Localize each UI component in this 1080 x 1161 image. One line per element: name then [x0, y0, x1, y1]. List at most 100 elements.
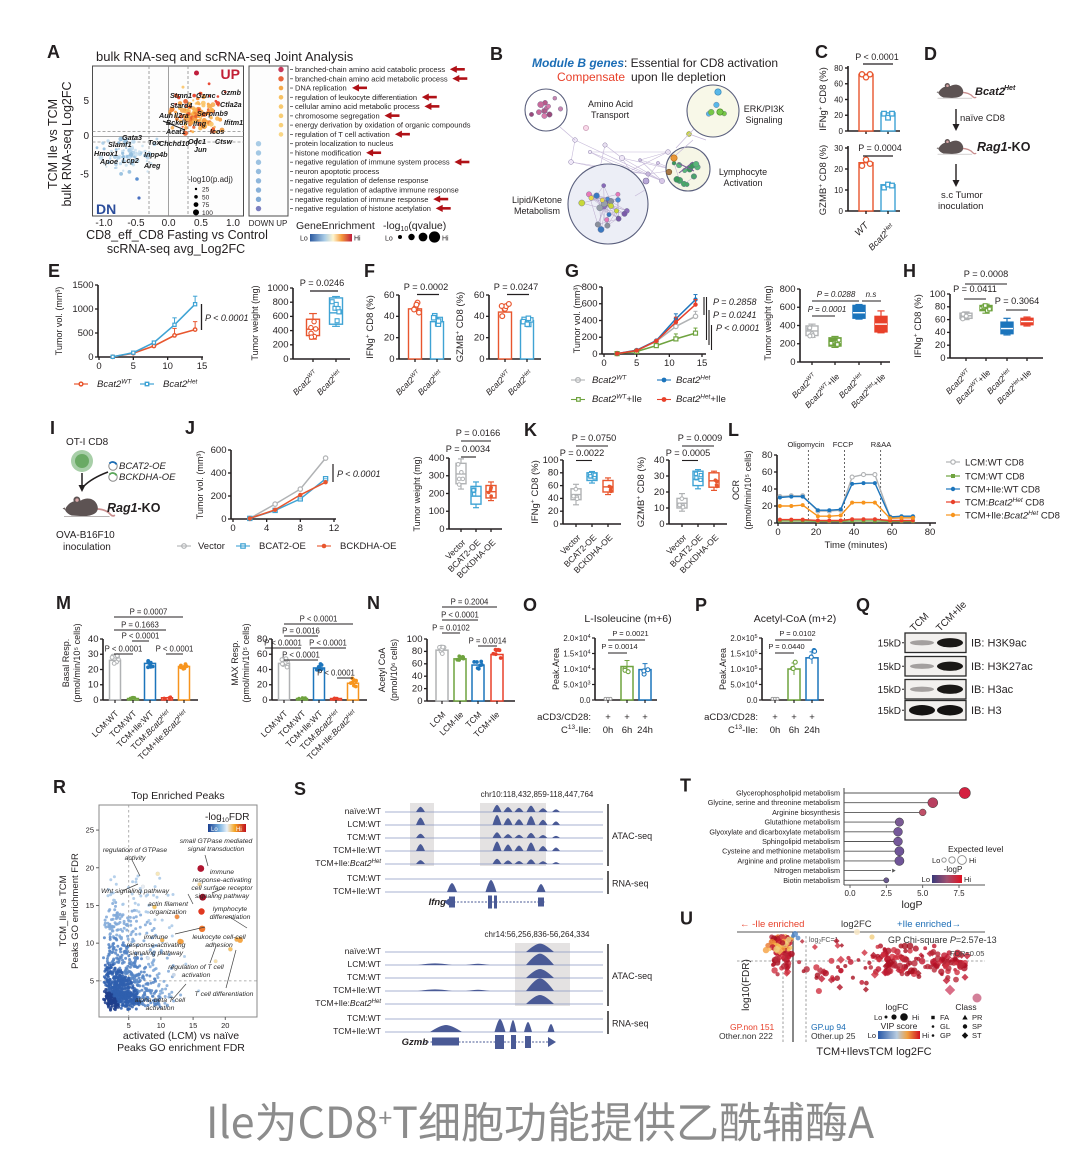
svg-text:activation: activation [182, 972, 211, 979]
svg-text:neuron apoptotic process: neuron apoptotic process [295, 167, 379, 176]
svg-text:P = 0.0008: P = 0.0008 [964, 269, 1009, 279]
svg-text:Biotin metabolism: Biotin metabolism [783, 876, 840, 885]
svg-text:10: 10 [157, 1021, 165, 1030]
svg-text:0: 0 [839, 207, 844, 216]
svg-text:TCM+Ile:WT: TCM+Ile:WT [333, 985, 381, 995]
svg-text:P < 0.0001: P < 0.0001 [122, 632, 160, 641]
svg-text:response-activating: response-activating [193, 877, 252, 884]
svg-text:regulation of T cell activatio: regulation of T cell activation [295, 130, 390, 139]
svg-text:Jun: Jun [194, 145, 207, 154]
svg-text:15: 15 [197, 361, 208, 372]
svg-text:logFC: logFC [886, 1002, 909, 1012]
svg-text:IB: H3K9ac: IB: H3K9ac [971, 637, 1027, 649]
svg-text:Lo: Lo [211, 827, 218, 833]
svg-text:P = 0.0014: P = 0.0014 [469, 637, 507, 646]
svg-text:log10(FDR): log10(FDR) [741, 959, 752, 1011]
svg-text:P = 0.0005: P = 0.0005 [666, 448, 711, 458]
svg-text:7.5: 7.5 [953, 889, 965, 898]
svg-text:60: 60 [474, 290, 485, 301]
svg-text:Tumor vol. (mm³): Tumor vol. (mm³) [572, 285, 582, 354]
svg-text:30: 30 [654, 471, 665, 482]
svg-text:negative regulation of immune: negative regulation of immune system pro… [295, 158, 450, 167]
svg-text:Expected level: Expected level [948, 844, 1003, 854]
svg-text:20: 20 [474, 332, 485, 343]
svg-text:K: K [524, 420, 537, 440]
svg-text:Lo: Lo [300, 236, 308, 243]
svg-text:(pmol/min/10⁵ cells): (pmol/min/10⁵ cells) [743, 450, 753, 529]
svg-text:branched-chain amino acid meta: branched-chain amino acid metabolic proc… [295, 74, 448, 83]
svg-text:1000: 1000 [72, 304, 93, 315]
svg-text:600: 600 [780, 302, 796, 313]
svg-text:Activation: Activation [723, 178, 762, 188]
svg-text:A: A [47, 42, 60, 62]
svg-text:P < 0.0001: P < 0.0001 [105, 645, 143, 654]
svg-text:negative regulation of defense: negative regulation of defense response [295, 176, 428, 185]
svg-text:Arginine and proline metabolis: Arginine and proline metabolism [737, 856, 840, 865]
svg-text:0: 0 [283, 354, 288, 365]
svg-text:30: 30 [88, 649, 99, 660]
svg-text:B: B [490, 44, 503, 64]
svg-text:Oligomycin: Oligomycin [787, 440, 824, 449]
svg-text:N: N [367, 593, 380, 613]
svg-text:0: 0 [790, 357, 795, 368]
svg-text:P = 0.1663: P = 0.1663 [121, 621, 159, 630]
svg-text:IB: H3ac: IB: H3ac [971, 684, 1014, 696]
svg-text:IB: H3: IB: H3 [971, 705, 1002, 717]
svg-text:E: E [48, 261, 60, 281]
svg-text:immune: immune [144, 934, 168, 941]
svg-text:ERK/PI3K: ERK/PI3K [744, 104, 785, 114]
svg-text:60: 60 [548, 480, 559, 491]
svg-text:Hi: Hi [969, 856, 976, 865]
svg-text:GZMB+ CD8 (%): GZMB+ CD8 (%) [454, 292, 466, 362]
svg-text:Transport: Transport [591, 110, 630, 120]
svg-text:0: 0 [96, 361, 101, 372]
svg-text:20: 20 [762, 501, 773, 512]
svg-text:Apoe: Apoe [99, 157, 118, 166]
svg-text:C13-Ile:: C13-Ile: [561, 724, 591, 736]
svg-text:DOWN UP: DOWN UP [249, 219, 288, 228]
svg-text:P = 0.3064: P = 0.3064 [995, 296, 1040, 306]
svg-text:0.0: 0.0 [747, 696, 759, 705]
svg-text:P = 0.0246: P = 0.0246 [300, 278, 345, 288]
svg-text:200: 200 [780, 339, 796, 350]
svg-text:BCKDHA-OE: BCKDHA-OE [340, 541, 396, 552]
svg-text:300: 300 [429, 471, 445, 482]
svg-text:P = 0.0002: P = 0.0002 [404, 282, 449, 292]
svg-text:negative regulation of immune: negative regulation of immune response [295, 195, 428, 204]
svg-text:0: 0 [839, 127, 844, 136]
svg-text:cellular amino acid metabolic: cellular amino acid metabolic process [295, 102, 420, 111]
svg-text:P = 0.0288: P = 0.0288 [817, 290, 856, 299]
svg-text:Ctla2a: Ctla2a [220, 100, 242, 109]
svg-text:6h: 6h [622, 725, 633, 736]
svg-text:20: 20 [86, 863, 94, 872]
svg-text:40: 40 [474, 311, 485, 322]
svg-text:logP: logP [901, 899, 922, 911]
svg-text:L-Isoleucine (m+6): L-Isoleucine (m+6) [584, 613, 671, 625]
svg-text:inoculation: inoculation [63, 542, 111, 553]
svg-text:80: 80 [412, 646, 423, 657]
svg-text:Glycine, serine and threonine: Glycine, serine and threonine metabolism [708, 798, 840, 807]
svg-text:40: 40 [762, 484, 773, 495]
svg-text:GL: GL [940, 1022, 950, 1031]
svg-text:P < 0.0001: P < 0.0001 [156, 645, 194, 654]
svg-text:P < 0.0001: P < 0.0001 [264, 639, 302, 648]
svg-text:signaling pathway: signaling pathway [195, 893, 250, 900]
svg-text:activated (LCM) vs naïve: activated (LCM) vs naïve [123, 1030, 239, 1042]
svg-text:Glyoxylate and dicarboxylate m: Glyoxylate and dicarboxylate metabolism [709, 827, 840, 836]
svg-text:P = 0.0440: P = 0.0440 [768, 642, 804, 651]
svg-text:80: 80 [548, 468, 559, 479]
svg-text:chromosome segregation: chromosome segregation [295, 111, 380, 120]
svg-text:10: 10 [86, 939, 94, 948]
svg-text:15: 15 [189, 1021, 197, 1030]
svg-text:TCM:WT: TCM:WT [347, 873, 381, 883]
svg-text:FCCP: FCCP [833, 440, 853, 449]
svg-text:Icos: Icos [210, 127, 224, 136]
svg-text:P = 0.0750: P = 0.0750 [572, 433, 617, 443]
svg-text:50: 50 [202, 194, 210, 201]
svg-text:TCM+IlevsTCM log2FC: TCM+IlevsTCM log2FC [816, 1046, 931, 1058]
svg-text:: Essential for CD8 activation: : Essential for CD8 activation [624, 56, 778, 70]
svg-text:CD8_eff_CD8 Fasting vs Control: CD8_eff_CD8 Fasting vs Control [86, 228, 268, 242]
svg-text:branched-chain amino acid cata: branched-chain amino acid catabolic proc… [295, 65, 445, 74]
svg-text:activation: activation [146, 1005, 175, 1012]
svg-text:0h: 0h [603, 725, 614, 736]
